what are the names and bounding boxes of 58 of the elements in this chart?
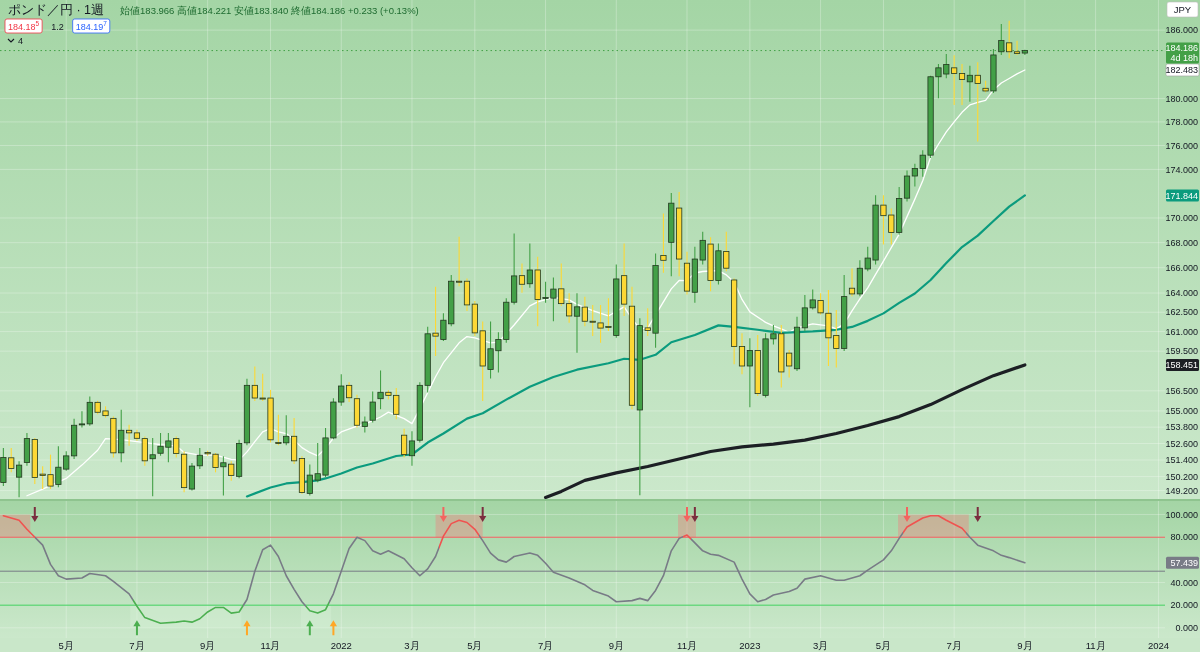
y-tick-label: 176.000: [1165, 140, 1198, 151]
line-series: [26, 69, 1026, 497]
x-tick-label: 11月: [260, 640, 281, 651]
y-tick-label: 57.439: [1170, 557, 1198, 568]
line-series: [2, 514, 1026, 625]
y-tick-label: 20.000: [1170, 600, 1198, 611]
y-tick-label: 40.000: [1170, 577, 1198, 588]
y-axis-title: JPY: [1173, 4, 1192, 15]
annotation: 4: [18, 36, 24, 46]
y-tick-label: 158.451: [1165, 360, 1198, 371]
y-tick-label: 149.200: [1165, 485, 1198, 496]
y-tick-label: 159.500: [1165, 346, 1198, 357]
x-tick-label: 9月: [608, 640, 624, 651]
text: 始値183.966 高値184.221 安値183.840 終値184.186 +0.233 (+0.13%): [120, 5, 419, 16]
y-tick-label: 156.500: [1165, 386, 1198, 397]
x-tick-label: 5月: [58, 640, 74, 651]
x-tick-label: 11月: [677, 640, 697, 651]
y-tick-label: 182.483: [1165, 65, 1198, 76]
x-tick-label: 5月: [467, 640, 483, 651]
line-series: [543, 363, 1027, 499]
x-tick-label: 5月: [875, 640, 892, 651]
y-tick-label: 155.000: [1165, 406, 1198, 417]
x-tick-label: 9月: [1017, 640, 1033, 651]
ref-line-label: 184.186: [1165, 42, 1198, 53]
x-tick-label: 2022: [330, 640, 352, 651]
annotation: 1.2: [51, 21, 64, 32]
y-tick-label: 180.000: [1165, 93, 1198, 104]
y-tick-label: 166.000: [1165, 262, 1198, 273]
x-tick-label: 2024: [1147, 640, 1170, 651]
y-tick-label: 164.000: [1165, 288, 1198, 299]
y-tick-label: 171.844: [1165, 190, 1198, 201]
x-tick-label: 7月: [946, 640, 962, 651]
y-tick-label: 151.400: [1165, 455, 1198, 466]
x-tick-label: 9月: [200, 640, 216, 651]
x-tick-label: 3月: [812, 640, 829, 651]
annotation: 184.19$^{7}$: [75, 20, 108, 32]
y-tick-label: 80.000: [1170, 532, 1198, 543]
y-tick-label: 162.500: [1165, 307, 1198, 318]
y-tick-label: 168.000: [1165, 237, 1198, 248]
x-tick-label: 7月: [537, 640, 554, 651]
y-tick-label: 152.600: [1165, 438, 1198, 449]
x-tick-label: 2023: [739, 640, 761, 651]
y-tick-label: 150.200: [1165, 471, 1198, 482]
y-tick-label: 174.000: [1165, 164, 1198, 175]
x-tick-label: 11月: [1085, 640, 1106, 651]
line-series: [245, 194, 1026, 498]
annotation: 184.18$^{5}$: [8, 20, 40, 32]
chart-title: ポンド／円 · 1週: [8, 3, 105, 17]
y-tick-label: 178.000: [1165, 117, 1198, 128]
y-tick-label: 153.800: [1165, 422, 1198, 433]
y-tick-label: 100.000: [1165, 509, 1198, 520]
annotation: 4d 18h: [1170, 53, 1198, 64]
y-tick-label: 161.000: [1165, 326, 1198, 337]
x-tick-label: 7月: [129, 640, 145, 651]
y-tick-label: 170.000: [1165, 213, 1198, 224]
y-tick-label: 186.000: [1165, 25, 1198, 36]
x-tick-label: 3月: [404, 640, 420, 651]
y-tick-label: 0.000: [1175, 623, 1198, 634]
